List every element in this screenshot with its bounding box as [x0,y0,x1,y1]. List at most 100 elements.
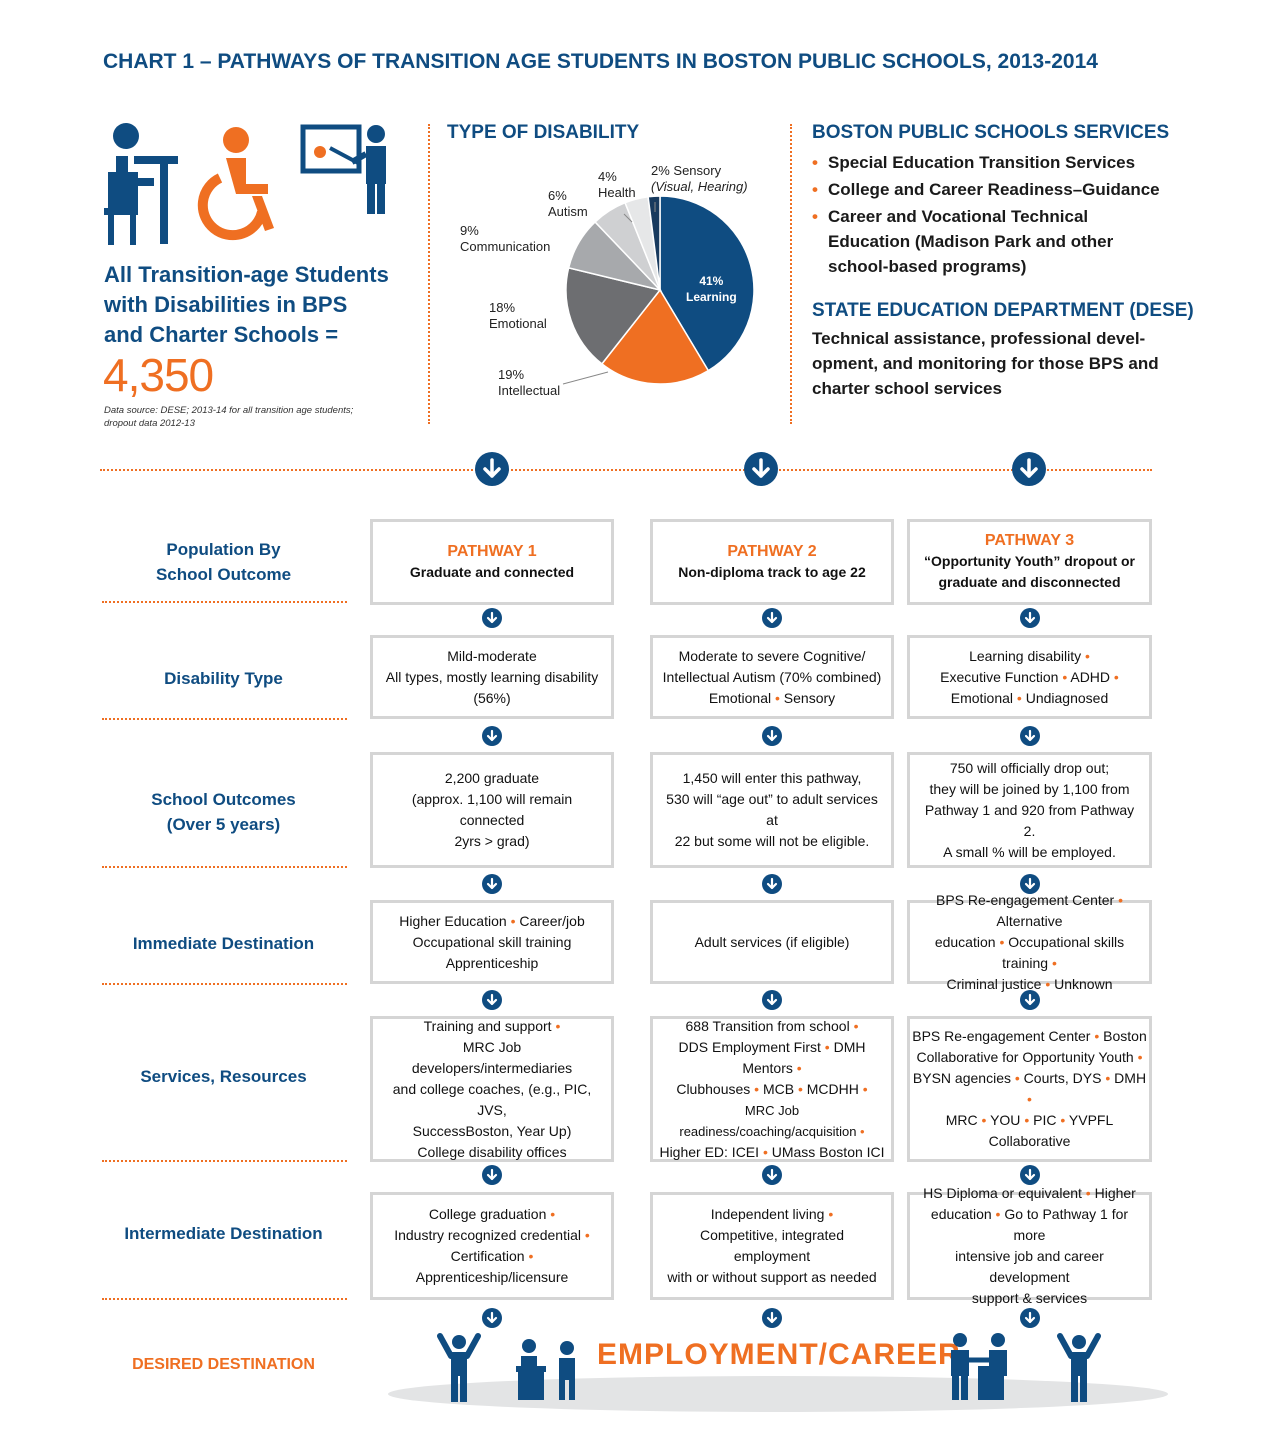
pie-slice-sensory [647,195,661,291]
pathway-1-immediate-destination: Higher Education • Career/job Occupation… [370,900,614,984]
bullet-separator: • [1094,1028,1100,1044]
row-label-population: Population By School Outcome [155,540,292,584]
bullet-separator: • [1105,1070,1111,1086]
bullet-separator: • [550,1206,556,1222]
down-arrow-icon [1012,452,1046,486]
row-separator [102,1160,347,1162]
down-arrow-icon [482,990,502,1010]
page-title: CHART 1 – PATHWAYS OF TRANSITION AGE STU… [103,50,1098,73]
bullet-separator: • [584,1227,590,1243]
bullet-separator: • [754,1080,760,1097]
bullet-separator: • [797,1080,803,1097]
down-arrow-icon [482,1165,502,1185]
down-arrow-icon [762,990,782,1010]
pathway-3-immediate-destination: BPS Re-engagement Center • Alternative e… [907,892,1152,992]
down-arrow-icon [1020,608,1040,628]
employment-career-text: EMPLOYMENT/CAREER [597,1338,961,1371]
down-arrow-icon [762,726,782,746]
pie-label-emotional: 18% Emotional [489,300,547,331]
bullet-separator: • [995,1206,1001,1222]
row-separator [102,601,347,603]
pathway-3-disability-type: Learning disability • Executive Function… [907,635,1152,719]
student-desk-icon [104,123,178,245]
dese-description: Technical assistance, professional devel… [812,329,1159,398]
pathway-1-disability-type: Mild-moderate All types, mostly learning… [370,635,614,719]
bullet-separator: • [999,933,1005,950]
bullet-separator: • [862,1080,868,1097]
bps-service-item: • College and Career Readiness–Guidance [812,180,1160,199]
bullet-separator: • [528,1248,534,1264]
down-arrow-icon [482,1308,502,1328]
bullet-separator: • [1062,668,1068,685]
down-arrow-icon [762,1165,782,1185]
bullet-separator: • [1045,975,1051,992]
row-label-intermediate-destination: Intermediate Destination [124,1224,323,1243]
pathway-3-intermediate-destination: HS Diploma or equivalent • Higher educat… [907,1185,1152,1306]
dese-heading: STATE EDUCATION DEPARTMENT (DESE) [812,300,1194,321]
pie-label-communication: 9% Communication [460,223,551,254]
bps-service-item: • Special Education Transition Services [812,153,1136,172]
teacher-icon [300,124,386,214]
total-students-value: 4,350 [103,349,214,401]
row-label-immediate-destination: Immediate Destination [132,934,315,953]
meeting-icon [516,1339,575,1400]
ground-ellipse [388,1376,1168,1412]
bullet-separator: • [1051,954,1057,971]
pathway-2-header: PATHWAY 2 Non-diploma track to age 22 [650,519,894,605]
bullet-separator: • [1113,668,1119,685]
pie-label-autism: 6% Autism [548,188,588,219]
total-students-label: All Transition-age Students with Disabil… [104,262,389,347]
bullet-separator: • [796,1059,802,1076]
bullet-separator: • [1137,1049,1143,1065]
row-separator [102,718,347,720]
pathway-3-header: PATHWAY 3 “Opportunity Youth” dropout or… [907,519,1152,605]
down-arrow-icon [762,874,782,894]
pie-label-health: 4% Health [598,169,636,200]
bullet-separator: • [1027,1091,1032,1107]
bullet-separator: • [824,1038,830,1055]
pie-slice-learning [659,195,755,372]
down-arrow-icon [475,452,509,486]
row-separator [102,983,347,985]
bullet-separator: • [1014,1070,1020,1086]
bullet-separator: • [1085,1185,1091,1201]
pie-slice-intellectual [600,288,710,385]
data-source-note: Data source: DESE; 2013-14 for all trans… [104,405,354,429]
pie-slice-emotional [565,266,662,365]
down-arrow-icon [762,608,782,628]
chart-title: TYPE OF DISABILITY [447,122,640,143]
bps-services-heading: BOSTON PUBLIC SCHOOLS SERVICES [812,122,1170,143]
pathway-2-services: 688 Transition from school • DDS Employm… [650,1016,894,1162]
handshake-icon [951,1333,1007,1400]
pie-label-sensory: 2% Sensory (Visual, Hearing) [651,163,748,194]
bullet-separator: • [510,912,516,929]
bullet-separator: • [853,1017,859,1034]
pathway-1-intermediate-destination: College graduation • Industry recognized… [370,1192,614,1300]
bullet-separator: • [762,1143,768,1160]
pathway-1-services: Training and support • MRC Job developer… [370,1016,614,1162]
bps-service-item: • Career and Vocational Technical Educat… [812,207,1114,276]
down-arrow-icon [482,874,502,894]
divider-right [790,124,792,424]
bullet-separator: • [860,1123,865,1139]
bullet-separator: • [555,1017,561,1034]
bullet-separator: • [1085,647,1090,664]
celebrating-person-icon [1057,1333,1101,1402]
bps-services-list: • Special Education Transition Services … [812,150,1232,279]
pathway-1-header: PATHWAY 1 Graduate and connected [370,519,614,605]
pathway-3-services: BPS Re-engagement Center • Boston Collab… [907,1016,1152,1162]
pie-label-learning: 41% Learning [686,274,737,304]
section-divider [100,469,1152,471]
bullet-separator: • [1060,1112,1066,1128]
down-arrow-icon [482,726,502,746]
bullet-separator: • [981,1112,987,1128]
pie-leader-lines [562,202,656,385]
row-label-school-outcomes: School Outcomes (Over 5 years) [151,790,296,834]
wheelchair-icon [197,127,274,241]
celebrating-person-icon [437,1333,481,1402]
bullet-separator: • [1016,689,1022,706]
disability-pie-chart [565,195,755,385]
down-arrow-icon [1020,1165,1040,1185]
down-arrow-icon [762,1308,782,1328]
pathway-1-school-outcomes: 2,200 graduate (approx. 1,100 will remai… [370,752,614,868]
